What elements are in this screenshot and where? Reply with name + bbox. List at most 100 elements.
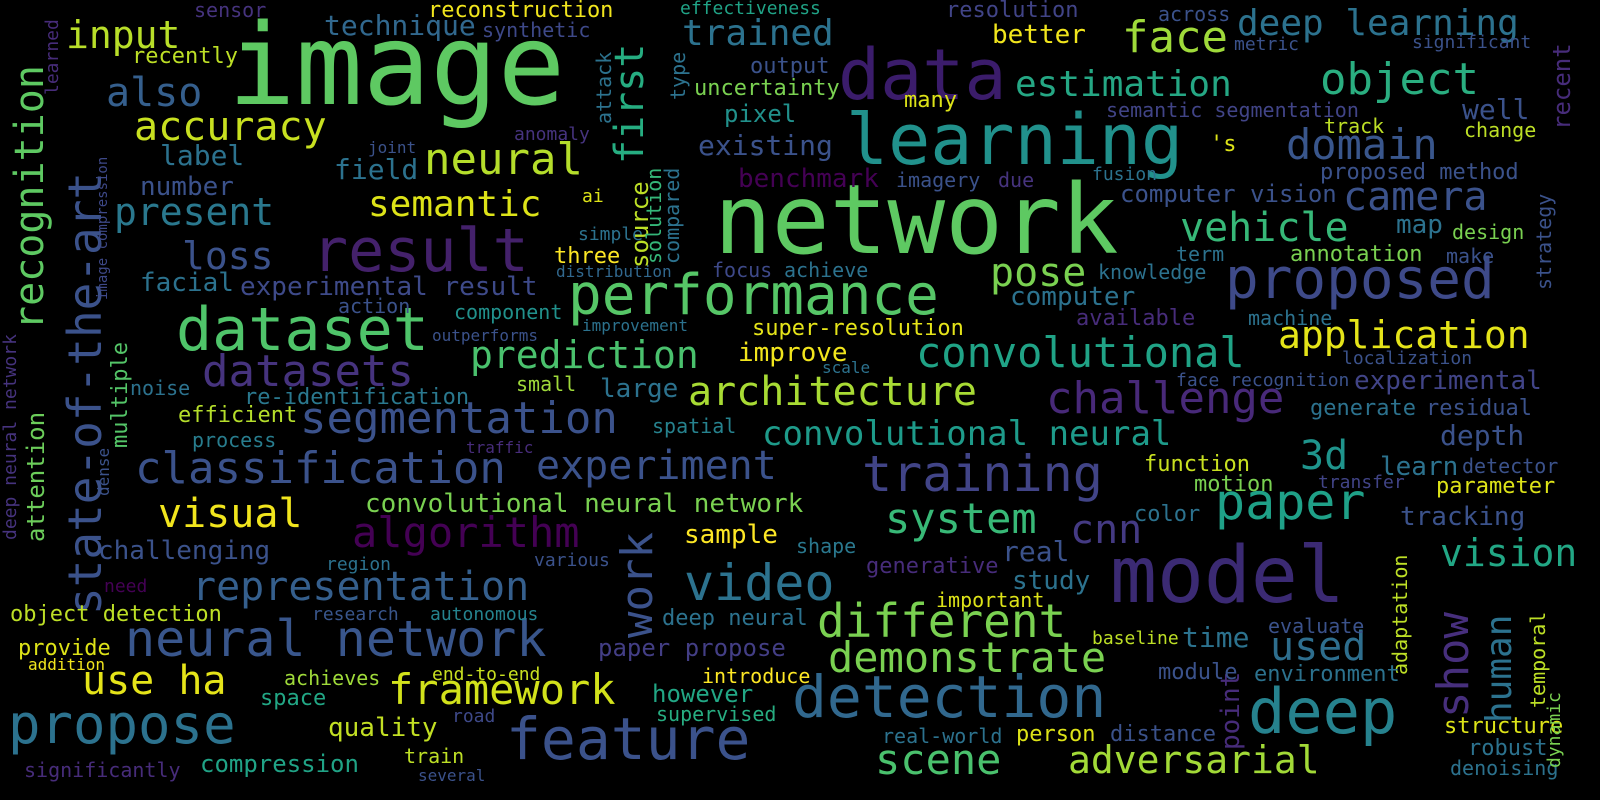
word-introduce: introduce	[702, 664, 811, 688]
word-neural-network: neural network	[125, 610, 547, 668]
word-addition: addition	[28, 655, 106, 674]
word-motion: motion	[1194, 472, 1274, 497]
word-paper: paper	[1215, 473, 1366, 531]
word-end-to-end: end-to-end	[432, 664, 541, 685]
word-real-world: real-world	[882, 724, 1003, 748]
word-well: well	[1462, 93, 1530, 126]
word-framework: framework	[388, 665, 616, 714]
word-person: person	[1016, 722, 1096, 747]
word-residual: residual	[1426, 396, 1532, 421]
word-training: training	[862, 445, 1103, 503]
word-deep-learning: deep learning	[1237, 3, 1519, 44]
word-knowledge: knowledge	[1098, 260, 1207, 284]
word-classification: classification	[135, 443, 506, 494]
word-compression: compression	[200, 750, 359, 778]
word-challenge: challenge	[1046, 373, 1285, 424]
word-map: map	[1396, 210, 1443, 240]
word-proposed: proposed	[1225, 247, 1495, 312]
word-benchmark: benchmark	[738, 164, 879, 194]
word-module: module	[1158, 660, 1238, 685]
word-demonstrate: demonstrate	[828, 633, 1107, 682]
word-uncertainty: uncertainty	[694, 76, 840, 101]
word-experimental: experimental	[1354, 366, 1542, 396]
word-region: region	[326, 554, 392, 575]
word-s: 's	[1210, 132, 1237, 157]
word-train: train	[404, 744, 465, 768]
word-track: track	[1324, 114, 1385, 138]
word-face: face	[1122, 12, 1228, 63]
word-distance: distance	[1110, 722, 1216, 747]
word-noise: noise	[130, 376, 191, 400]
word-available: available	[1076, 306, 1196, 331]
word-across: across	[1158, 2, 1231, 26]
word-human: human	[1479, 614, 1520, 723]
word-sample: sample	[684, 520, 778, 550]
word-show: show	[1428, 612, 1479, 718]
word-representation: representation	[192, 564, 530, 610]
word-deep-neural-network: deep neural network	[0, 334, 21, 540]
word-autonomous: autonomous	[430, 604, 539, 625]
word-first: first	[607, 43, 653, 164]
word-compared: compared	[660, 167, 684, 264]
word-improvement: improvement	[582, 316, 688, 335]
word-resolution: resolution	[946, 0, 1079, 23]
word-annotation: annotation	[1290, 242, 1423, 267]
word-model: model	[1110, 531, 1345, 621]
word-estimation: estimation	[1015, 64, 1232, 105]
word-term: term	[1176, 242, 1225, 266]
word-robust: robust	[1468, 736, 1548, 761]
word-due: due	[998, 168, 1035, 192]
word-machine: machine	[1248, 306, 1333, 330]
word-imagery: imagery	[896, 168, 981, 192]
word-dataset: dataset	[176, 295, 429, 365]
word-significantly: significantly	[24, 758, 181, 782]
word-tracking: tracking	[1400, 502, 1526, 532]
word-object: object	[1320, 54, 1479, 105]
word-deep-neural: deep neural	[662, 606, 808, 631]
word-several: several	[418, 766, 486, 785]
word-result: result	[312, 216, 529, 286]
word-scale: scale	[822, 358, 871, 377]
word-achieves: achieves	[284, 666, 381, 690]
word-ai: ai	[582, 186, 604, 207]
word-computer: computer	[1010, 282, 1136, 312]
word-evaluate: evaluate	[1268, 614, 1365, 638]
word-shape: shape	[796, 534, 857, 558]
word-segmentation: segmentation	[300, 393, 618, 444]
word-localization: localization	[1342, 348, 1473, 369]
word-focus: focus	[712, 258, 773, 282]
word-however: however	[652, 680, 754, 708]
word-reconstruction: reconstruction	[428, 0, 614, 23]
word-better: better	[992, 20, 1086, 50]
word-recently: recently	[132, 44, 238, 69]
word-anomaly: anomaly	[514, 124, 590, 145]
word-metric: metric	[1234, 34, 1300, 55]
word-image-compression: image compression	[95, 156, 111, 300]
word-supervised: supervised	[656, 702, 777, 726]
word-baseline: baseline	[1092, 628, 1179, 649]
word-face-recognition: face recognition	[1176, 370, 1350, 391]
word-vehicle: vehicle	[1180, 205, 1349, 251]
word-quality: quality	[328, 713, 438, 743]
word-network: network	[714, 164, 1119, 276]
word-multiple: multiple	[108, 342, 133, 448]
word-propose: propose	[8, 693, 236, 756]
word-deep: deep	[1248, 675, 1398, 748]
word-number: number	[140, 172, 234, 202]
word-scene: scene	[875, 735, 1002, 784]
word-adversarial: adversarial	[1068, 738, 1320, 782]
word-loss: loss	[182, 234, 274, 278]
word-video: video	[684, 554, 835, 612]
word-generative: generative	[866, 554, 999, 579]
word-system: system	[885, 494, 1037, 543]
word-trained: trained	[682, 13, 834, 54]
word-detector: detector	[1462, 454, 1559, 478]
word-semantic-segmentation: semantic segmentation	[1106, 98, 1359, 122]
word-algorithm: algorithm	[352, 508, 580, 557]
word-simple: simple	[578, 224, 644, 245]
word-camera: camera	[1343, 174, 1488, 220]
word-fusion: fusion	[1092, 164, 1158, 185]
word-small: small	[516, 372, 577, 396]
word-strategy: strategy	[1532, 193, 1556, 290]
